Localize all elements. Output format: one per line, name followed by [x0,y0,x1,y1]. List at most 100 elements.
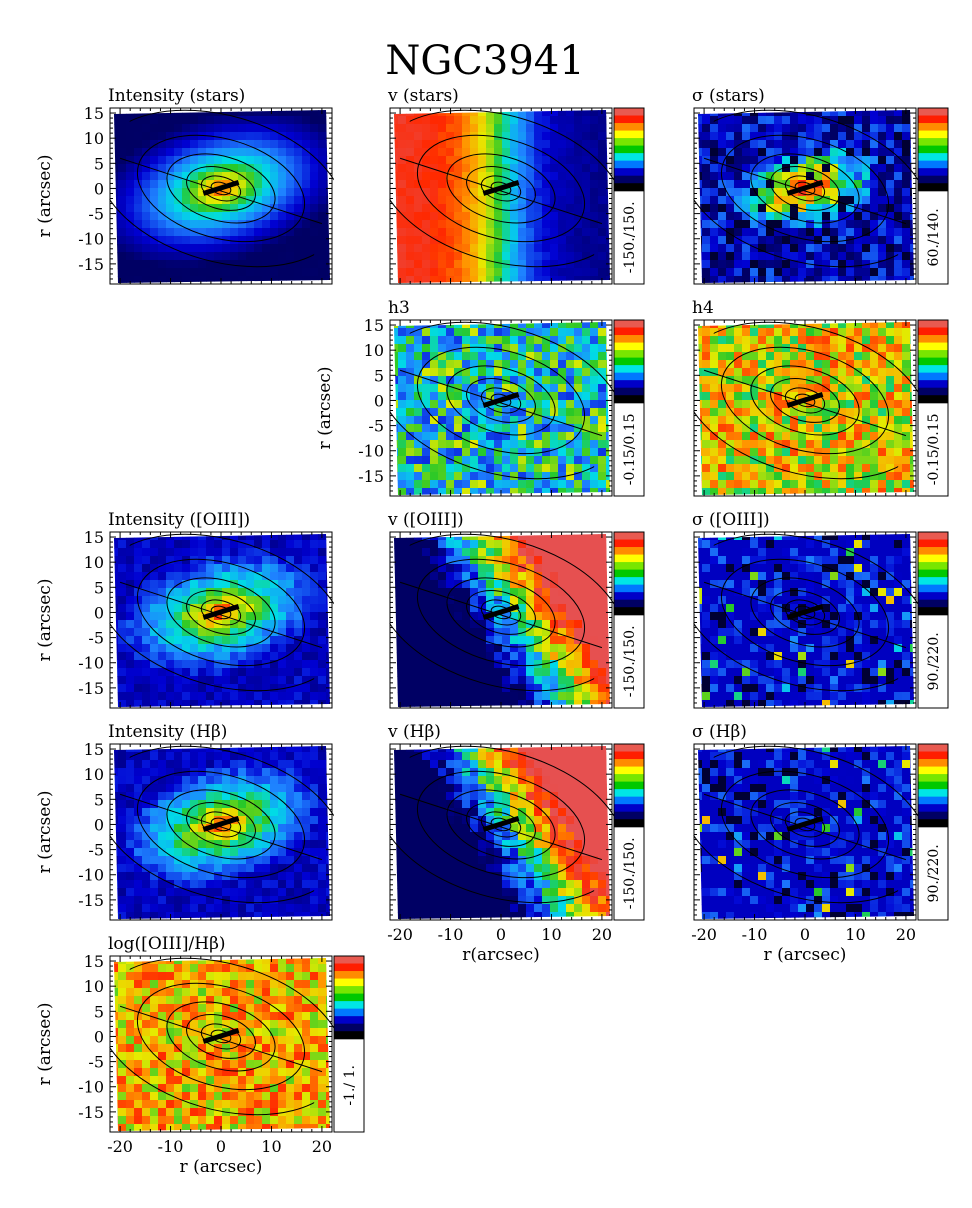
heatmap-cell [182,692,191,701]
heatmap-cell [870,212,879,221]
heatmap-cell [798,116,807,125]
heatmap-cell [406,124,415,133]
heatmap-cell [910,464,914,473]
heatmap-cell [478,472,487,481]
heatmap-cell [870,148,879,157]
heatmap-cell [798,416,807,425]
heatmap-cell [542,612,551,621]
heatmap-cell [182,196,191,205]
heatmap-cell [870,132,879,141]
heatmap-cell [502,596,511,605]
heatmap-cell [214,276,223,283]
heatmap-cell [446,540,455,549]
heatmap-cell [462,116,471,125]
heatmap-cell [318,564,327,573]
heatmap-cell [814,156,823,165]
heatmap-cell [742,228,751,237]
heatmap-cell [398,376,407,385]
heatmap-cell [782,456,791,465]
heatmap-cell [558,540,567,549]
heatmap-cell [294,204,303,213]
heatmap-cell [446,196,455,205]
heatmap-cell [446,416,455,425]
heatmap-cell [910,360,914,369]
heatmap-cell [486,548,495,557]
heatmap-cell [190,140,199,149]
heatmap-cell [878,148,887,157]
heatmap-cell [862,464,871,473]
heatmap-cell [550,322,559,329]
heatmap-cell [758,228,767,237]
heatmap-cell [118,604,127,613]
heatmap-cell [518,322,527,329]
heatmap-cell [462,124,471,133]
heatmap-cell [718,472,727,481]
heatmap-cell [158,148,167,157]
heatmap-cell [710,392,719,401]
heatmap-cell [902,236,911,245]
heatmap-cell [198,620,207,629]
heatmap-cell [166,684,175,693]
heatmap-cell [286,620,295,629]
heatmap-cell [494,456,503,465]
heatmap-cell [310,644,319,653]
heatmap-cell [726,116,735,125]
heatmap-cell [590,276,599,283]
heatmap-cell [134,668,143,677]
heatmap-cell [326,188,330,197]
heatmap-cell [406,360,415,369]
heatmap-cell [502,620,511,629]
heatmap-cell [894,328,903,337]
heatmap-cell [318,628,327,637]
heatmap-cell [406,116,415,125]
heatmap-cell [806,440,815,449]
y-tick-label: 5 [374,366,384,385]
heatmap-cell [550,236,559,245]
heatmap-cell [606,432,610,441]
heatmap-cell [870,440,879,449]
heatmap-cell [394,620,399,629]
heatmap-cell [590,164,599,173]
heatmap-cell [590,212,599,221]
heatmap-cell [174,204,183,213]
heatmap-cell [286,556,295,565]
heatmap-cell [542,548,551,557]
heatmap-cell [838,416,847,425]
heatmap-cell [542,644,551,653]
heatmap-cell [726,424,735,433]
heatmap-cell [606,110,610,117]
heatmap-cell [174,212,183,221]
heatmap-cell [238,564,247,573]
heatmap-cell [910,448,914,457]
heatmap-cell [574,344,583,353]
heatmap-cell [486,276,495,283]
colorbar-swatch [918,183,948,192]
colorbar-range-label: -0.15/0.15 [622,413,638,485]
heatmap-cell [150,196,159,205]
heatmap-cell [262,116,271,125]
heatmap-cell [462,252,471,261]
heatmap-cell [806,172,815,181]
heatmap-cell [798,440,807,449]
heatmap-cell [246,660,255,669]
heatmap-cell [574,416,583,425]
heatmap-cell [598,588,607,597]
heatmap-cell [698,392,703,401]
heatmap-cell [542,116,551,125]
y-tick-label: 0 [94,603,104,622]
heatmap-cell [878,456,887,465]
heatmap-cell [230,612,239,621]
heatmap-cell [598,540,607,549]
heatmap-cell [494,188,503,197]
heatmap-cell [166,196,175,205]
heatmap-cell [222,596,231,605]
heatmap-cell [758,384,767,393]
heatmap-cell [766,464,775,473]
heatmap-cell [550,336,559,345]
heatmap-cell [510,652,519,661]
heatmap-cell [590,580,599,589]
heatmap-cell [526,328,535,337]
heatmap-cell [846,384,855,393]
heatmap-cell [558,344,567,353]
heatmap-cell [238,652,247,661]
